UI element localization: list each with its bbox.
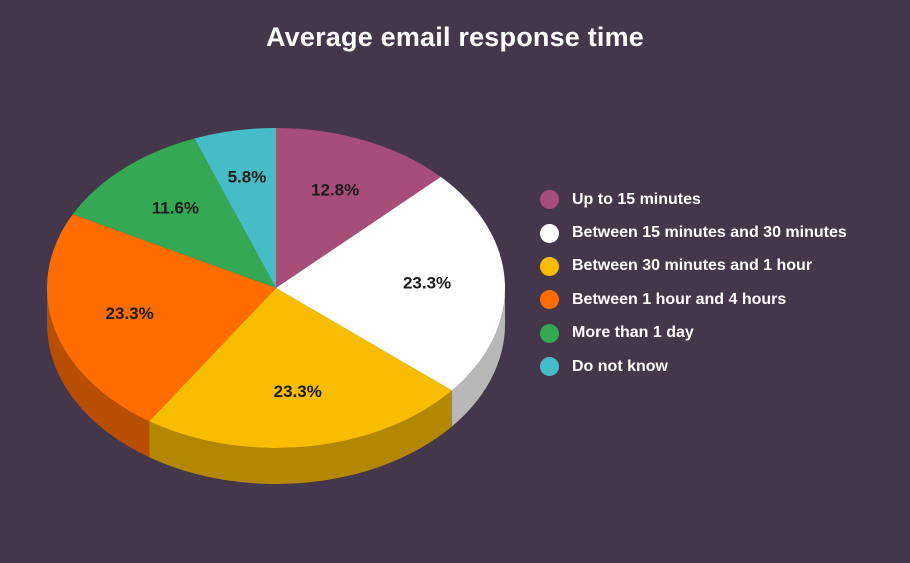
slice-side-between-30-minutes-and-1-hour [149,390,452,484]
slice-label-between-1-hour-and-4-hours: 23.3% [106,304,154,323]
slice-label-between-30-minutes-and-1-hour: 23.3% [274,382,322,401]
legend-swatch [540,256,559,276]
legend-swatch [540,223,559,243]
legend-label: Between 15 minutes and 30 minutes [572,224,847,242]
legend-item-between-15-minutes-and-30-minutes: Between 15 minutes and 30 minutes [540,216,847,249]
legend-item-between-1-hour-and-4-hours: Between 1 hour and 4 hours [540,283,847,316]
slice-label-do-not-know: 5.8% [228,167,267,186]
slice-between-15-minutes-and-30-minutes [276,176,505,391]
legend-swatch [540,190,559,210]
legend-item-between-30-minutes-and-1-hour: Between 30 minutes and 1 hour [540,250,847,283]
slice-label-more-than-1-day: 11.6% [152,199,199,218]
legend-label: More than 1 day [572,324,694,342]
slice-label-between-15-minutes-and-30-minutes: 23.3% [403,274,451,293]
legend-swatch [540,357,559,377]
slice-more-than-1-day [72,138,277,288]
pie-top [46,128,505,448]
slice-side-between-1-hour-and-4-hours [46,288,150,458]
slice-up-to-15-minutes [276,128,441,288]
legend-label: Do not know [572,357,668,375]
legend-label: Up to 15 minutes [572,190,701,208]
slice-between-30-minutes-and-1-hour [149,288,452,448]
pie-labels: 12.8% 23.3% 23.3% 23.3% 11.6% 5.8% [106,167,452,401]
slice-do-not-know [194,128,276,288]
slice-between-1-hour-and-4-hours [46,214,276,422]
legend-item-more-than-1-day: More than 1 day [540,317,847,350]
legend-item-do-not-know: Do not know [540,350,847,383]
slice-side-between-15-minutes-and-30-minutes [451,288,505,427]
legend-label: Between 30 minutes and 1 hour [572,257,813,275]
legend-swatch [540,323,559,343]
chart-title: Average email response time [265,22,645,52]
legend-swatch [540,290,559,310]
legend-label: Between 1 hour and 4 hours [572,290,787,308]
pie-depth [46,288,505,484]
legend: Up to 15 minutes Between 15 minutes and 3… [540,183,847,383]
legend-item-up-to-15-minutes: Up to 15 minutes [540,183,847,216]
slice-label-up-to-15-minutes: 12.8% [311,180,359,199]
